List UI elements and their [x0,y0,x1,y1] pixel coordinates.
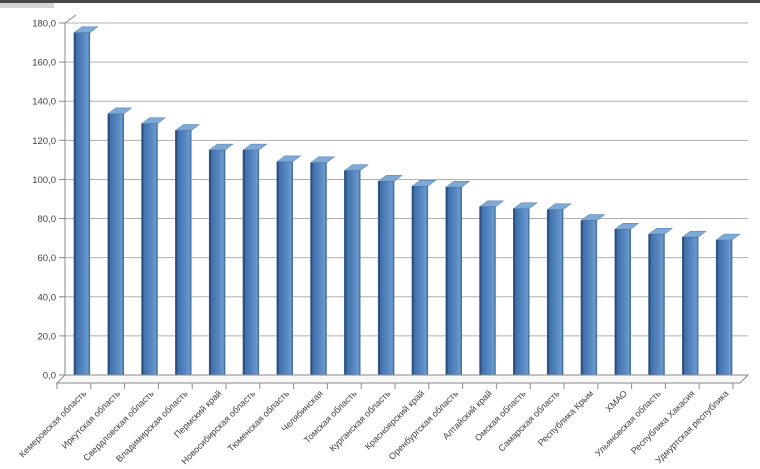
bar-front-face [648,233,665,376]
bar-front-face [141,123,158,376]
bar-top-face [140,117,167,124]
x-axis-label: Иркутская область [60,388,123,451]
x-axis-label: Тюменская область [226,388,291,453]
top-border-line [0,0,760,3]
y-axis-label: 60,0 [38,253,57,264]
top-left-tab-artifact [0,0,54,8]
bar [580,214,606,376]
bar-front-face [445,187,462,376]
bar-top-face [275,155,302,163]
bar-front-face [175,130,192,376]
bar-front-face [682,236,699,376]
bar-front-face [310,162,327,376]
bar-front-face [377,181,395,376]
bar-top-face [580,214,606,221]
chart-floor [55,374,750,384]
bar-top-face [377,175,403,182]
bar-top-face [411,180,437,187]
bar [478,200,505,376]
bar-top-face [309,156,336,164]
bar-front-face [73,32,91,376]
bar-top-face [478,200,505,208]
bar-front-face [614,229,631,376]
bar-top-face [715,233,741,241]
y-axis-label: 120,0 [32,136,56,147]
x-axis-label: ХМАО [603,388,629,414]
bar [715,233,741,376]
y-axis-label: 140,0 [32,97,56,108]
bar-front-face [107,113,124,376]
bar [275,155,302,376]
bar [377,175,403,376]
bar-top-face [343,164,370,171]
bar-front-face [513,208,530,376]
y-axis-label: 40,0 [38,292,57,303]
bar [444,181,471,376]
bar-front-face [479,206,496,376]
bar-top-face [208,143,234,151]
bar-front-face [580,220,598,376]
bar [242,143,268,376]
bar [613,223,640,376]
bar-front-face [208,149,226,376]
bar-front-face [546,209,564,376]
bar-top-face [444,181,471,188]
bar [174,124,201,376]
bar-top-face [106,107,133,115]
bar-top-face [546,203,572,211]
bar-front-face [411,186,429,376]
bar [208,143,234,376]
bar [411,180,437,376]
bar-top-face [512,202,539,210]
bar [512,202,539,376]
bar-top-face [73,26,99,34]
bar-top-face [174,124,201,131]
x-axis-label: Самарская область [496,388,561,453]
bar [140,117,167,376]
x-axis-label: Ульяновская область [593,388,663,458]
bar [73,26,99,376]
x-axis-label: Кемеровская область [17,388,88,459]
bar-top-face [613,223,640,230]
bar-front-face [715,239,733,376]
bar [681,230,708,376]
bar-top-face [242,143,268,151]
y-axis-label: 180,0 [32,19,56,30]
bar-front-face [242,149,260,376]
bar-front-face [276,161,293,376]
bar [106,107,133,376]
y-axis-label: 160,0 [32,58,56,69]
bar [647,227,674,376]
bar [546,203,572,376]
bar [343,164,370,376]
x-axis-label: Красноярский край [363,388,426,451]
bar-top-face [647,227,674,235]
bar [309,156,336,376]
y-axis-label: 20,0 [38,331,57,342]
x-axis-label: Курганская область [327,388,392,453]
bar-front-face [344,170,361,376]
x-axis-label: Республика Хакасия [629,388,697,456]
axis-3d-corner [64,14,77,24]
y-axis-label: 0,0 [43,371,56,382]
y-axis-label: 80,0 [38,214,57,225]
bar-top-face [681,230,708,238]
y-axis-label: 100,0 [32,175,56,186]
